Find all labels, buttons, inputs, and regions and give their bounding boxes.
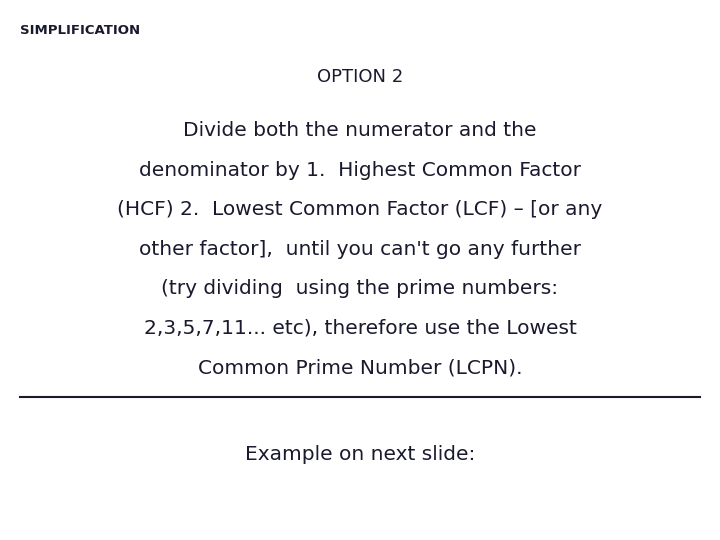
Text: other factor],  until you can't go any further: other factor], until you can't go any fu… (139, 240, 581, 259)
Text: Common Prime Number (LCPN).: Common Prime Number (LCPN). (198, 358, 522, 377)
Text: denominator by 1.  Highest Common Factor: denominator by 1. Highest Common Factor (139, 161, 581, 180)
Text: SIMPLIFICATION: SIMPLIFICATION (20, 24, 140, 37)
Text: Example on next slide:: Example on next slide: (245, 446, 475, 464)
Text: OPTION 2: OPTION 2 (317, 68, 403, 85)
Text: 2,3,5,7,11... etc), therefore use the Lowest: 2,3,5,7,11... etc), therefore use the Lo… (143, 319, 577, 338)
Text: (try dividing  using the prime numbers:: (try dividing using the prime numbers: (161, 279, 559, 298)
Text: (HCF) 2.  Lowest Common Factor (LCF) – [or any: (HCF) 2. Lowest Common Factor (LCF) – [o… (117, 200, 603, 219)
Text: Divide both the numerator and the: Divide both the numerator and the (184, 122, 536, 140)
